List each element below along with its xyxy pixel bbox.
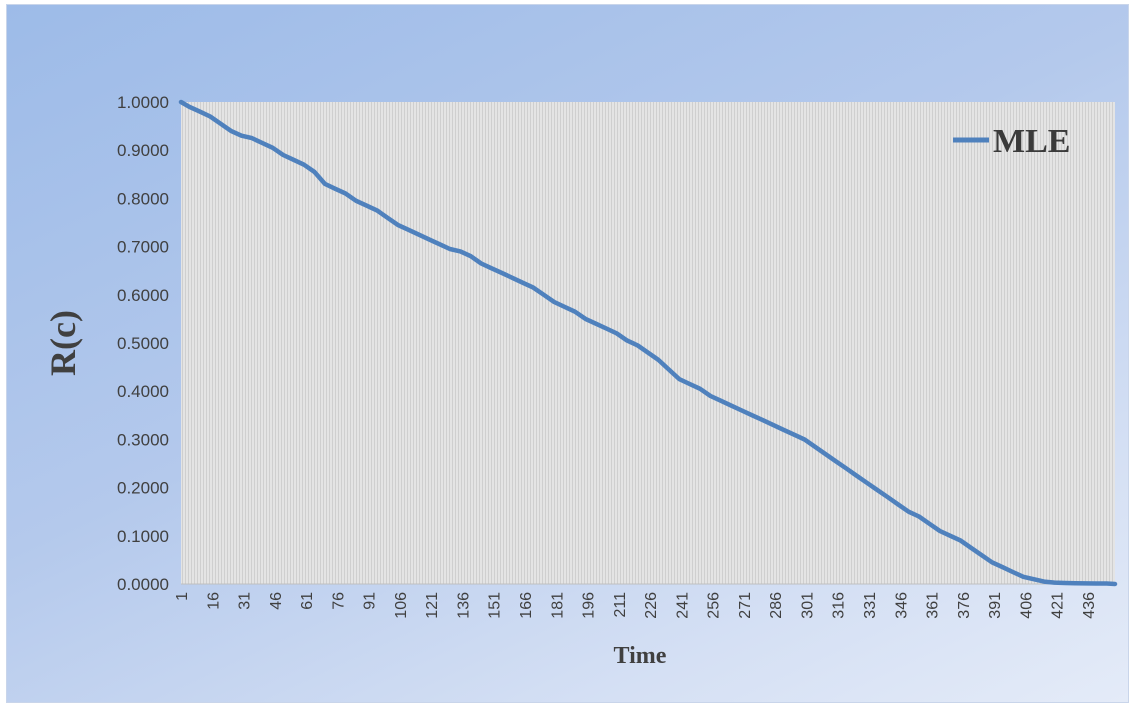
legend: MLE	[953, 123, 1070, 160]
x-tick-label: 301	[799, 592, 816, 619]
x-tick-label: 316	[831, 592, 848, 619]
x-tick-label: 406	[1018, 592, 1035, 619]
x-tick-label: 391	[987, 592, 1004, 619]
y-tick-label: 0.6000	[117, 286, 169, 305]
chart-frame: 0.0000 0.1000 0.2000 0.3000 0.4000 0.5000 0.60…	[6, 4, 1129, 703]
line-chart: 0.0000 0.1000 0.2000 0.3000 0.4000 0.5000 0.60…	[43, 93, 1118, 669]
x-tick-label: 226	[643, 592, 660, 619]
x-tick-label: 16	[205, 592, 222, 610]
x-tick-label: 241	[674, 592, 691, 619]
x-tick-label: 31	[237, 592, 254, 610]
x-tick-label: 91	[362, 592, 379, 610]
legend-label-mle: MLE	[993, 123, 1070, 160]
y-tick-label: 0.8000	[117, 189, 169, 208]
x-tick-label: 421	[1050, 592, 1067, 619]
x-tick-label: 196	[581, 592, 598, 619]
y-tick-label: 0.9000	[117, 141, 169, 160]
plot-area	[181, 102, 1115, 584]
x-tick-label: 331	[862, 592, 879, 619]
x-tick-label: 1	[174, 592, 191, 601]
x-tick-label: 211	[612, 592, 629, 618]
y-tick-label: 1.0000	[117, 93, 169, 112]
y-tick-label: 0.4000	[117, 382, 169, 401]
x-tick-label: 436	[1081, 592, 1098, 619]
x-tick-label: 121	[424, 592, 441, 619]
y-tick-label: 0.1000	[117, 527, 169, 546]
x-tick-label: 376	[956, 592, 973, 619]
series-line-mle	[178, 99, 1118, 587]
x-tick-label: 256	[706, 592, 723, 619]
x-tick-label: 151	[487, 592, 504, 619]
x-tick-label: 181	[549, 592, 566, 619]
x-axis-title: Time	[614, 643, 667, 669]
x-tick-label: 61	[299, 592, 316, 610]
x-axis-ticks: 1 16 31 46 61 76 91 106 121 136 151 166 181 196 211 226…	[174, 592, 1098, 619]
x-tick-label: 286	[768, 592, 785, 619]
x-tick-label: 46	[268, 592, 285, 610]
x-tick-label: 76	[330, 592, 347, 610]
y-axis-title: R(c)	[43, 310, 83, 376]
y-tick-label: 0.2000	[117, 479, 169, 498]
x-tick-label: 361	[925, 592, 942, 619]
x-tick-label: 136	[455, 592, 472, 619]
x-tick-label: 106	[393, 592, 410, 619]
x-tick-label: 271	[737, 592, 754, 619]
x-tick-label: 346	[893, 592, 910, 619]
x-tick-label: 166	[518, 592, 535, 619]
y-tick-label: 0.7000	[117, 238, 169, 257]
y-tick-label: 0.0000	[117, 575, 169, 594]
y-axis-ticks: 0.0000 0.1000 0.2000 0.3000 0.4000 0.5000 0.60…	[117, 93, 169, 594]
y-tick-label: 0.5000	[117, 334, 169, 353]
y-tick-label: 0.3000	[117, 430, 169, 449]
